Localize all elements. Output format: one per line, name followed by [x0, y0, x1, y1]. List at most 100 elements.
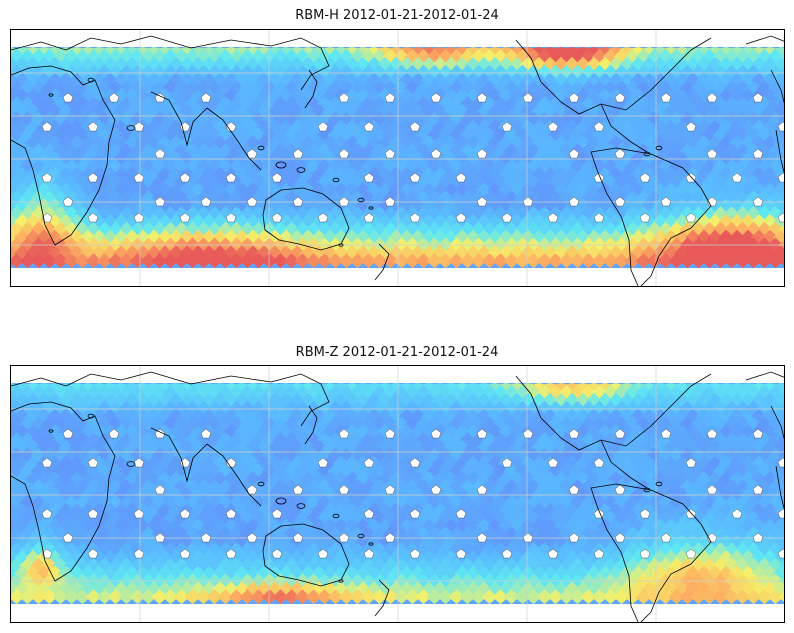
- heat-cell: [289, 392, 305, 409]
- heat-cell: [272, 463, 289, 480]
- heat-cell: [333, 392, 349, 409]
- heat-cell: [459, 400, 476, 417]
- heat-cell: [69, 439, 85, 456]
- heat-cell: [509, 534, 525, 551]
- heat-cell: [404, 64, 421, 81]
- heat-cell: [454, 119, 470, 136]
- heat-cell: [388, 392, 404, 409]
- heat-cell: [421, 534, 437, 551]
- heat-cell: [382, 111, 399, 128]
- heat-cell: [415, 400, 432, 417]
- heat-cell: [300, 392, 316, 409]
- heat-cell: [338, 416, 355, 433]
- heat-cell: [448, 237, 465, 254]
- heat-cell: [272, 253, 289, 268]
- heat-cell: [388, 455, 404, 472]
- heat-cell: [668, 253, 685, 268]
- heat-cell: [437, 158, 454, 175]
- heat-cell: [344, 119, 360, 136]
- heat-cell: [366, 549, 382, 566]
- heat-cell: [784, 167, 785, 183]
- heat-cell: [388, 245, 404, 262]
- heat-cell: [465, 135, 481, 152]
- heat-cell: [96, 174, 113, 191]
- heat-cell: [459, 174, 476, 191]
- heat-cell: [316, 143, 333, 160]
- heat-cell: [36, 72, 52, 89]
- heat-cell: [102, 565, 118, 582]
- heat-cell: [206, 253, 223, 268]
- heat-cell: [80, 182, 96, 199]
- heat-cell: [404, 237, 421, 254]
- heat-cell: [784, 409, 785, 425]
- heat-cell: [410, 518, 426, 535]
- heat-cell: [509, 549, 525, 566]
- heat-cell: [338, 237, 355, 254]
- heat-cell: [344, 565, 360, 582]
- heat-cell: [465, 88, 481, 105]
- heat-cell: [311, 408, 327, 425]
- heat-cell: [349, 143, 366, 160]
- heat-cell: [410, 182, 426, 199]
- heat-cell: [509, 229, 525, 246]
- heat-cell: [393, 48, 410, 65]
- heat-cell: [415, 253, 432, 268]
- heat-cell: [300, 198, 316, 215]
- heat-cell: [470, 494, 487, 511]
- heat-cell: [421, 392, 437, 409]
- heat-cell: [415, 48, 432, 65]
- heat-cell: [454, 392, 470, 409]
- heat-cell: [74, 510, 91, 527]
- heat-cell: [360, 143, 377, 160]
- heat-cell: [421, 119, 437, 136]
- heat-cell: [773, 518, 784, 535]
- heat-cell: [382, 573, 399, 590]
- heat-cell: [377, 502, 393, 519]
- heat-cell: [492, 432, 509, 448]
- heat-cell: [388, 56, 404, 73]
- heat-cell: [487, 392, 503, 409]
- heat-cell: [52, 237, 69, 254]
- heat-cell: [388, 534, 404, 551]
- heat-cell: [107, 479, 124, 496]
- heat-cell: [448, 221, 465, 238]
- heat-cell: [74, 174, 91, 191]
- heat-cell: [311, 229, 327, 246]
- heat-cell: [355, 565, 371, 582]
- heat-cell: [432, 135, 448, 152]
- heat-cell: [85, 253, 102, 268]
- heat-cell: [784, 214, 785, 230]
- heat-cell: [481, 80, 498, 97]
- heat-cell: [784, 519, 785, 535]
- heat-cell: [382, 48, 399, 65]
- heat-cell: [377, 198, 393, 215]
- heat-cell: [261, 253, 278, 268]
- heat-cell: [322, 119, 338, 136]
- heat-cell: [118, 174, 135, 191]
- heat-cell: [465, 439, 481, 456]
- heat-cell: [454, 565, 470, 582]
- heat-cell: [646, 589, 663, 604]
- heat-cell: [393, 174, 410, 191]
- heat-cell: [338, 111, 355, 128]
- heat-cell: [322, 198, 338, 215]
- heat-cell: [481, 447, 498, 464]
- heat-cell: [443, 518, 459, 535]
- heat-cell: [602, 589, 619, 604]
- heat-cell: [784, 383, 785, 393]
- heat-cell: [448, 206, 465, 222]
- heat-cell: [421, 565, 437, 582]
- heat-cell: [547, 253, 564, 268]
- heat-cell: [300, 56, 316, 73]
- heat-cell: [421, 471, 437, 488]
- heat-cell: [366, 455, 382, 472]
- heat-cell: [333, 72, 349, 89]
- heat-cell: [382, 384, 399, 401]
- heat-cell: [322, 103, 338, 120]
- heat-cell: [366, 534, 382, 551]
- heat-cell: [63, 253, 80, 268]
- heat-cell: [289, 72, 305, 89]
- heat-cell: [481, 573, 498, 590]
- heat-cell: [30, 253, 47, 268]
- heat-cell: [366, 72, 382, 89]
